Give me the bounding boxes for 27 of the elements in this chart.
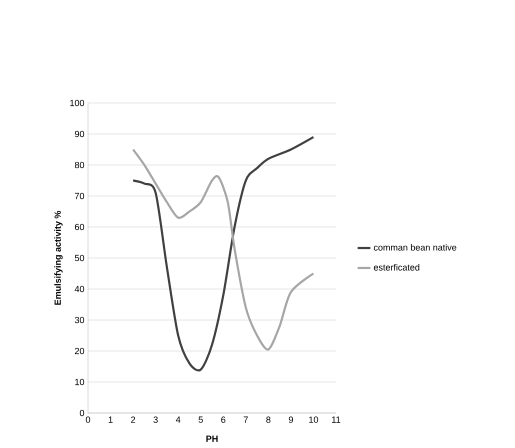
- x-tick-label: 0: [86, 416, 90, 423]
- x-tick-label: 3: [153, 416, 158, 423]
- y-axis-title: Emulsifying activity %: [54, 210, 63, 305]
- legend-label: comman bean native: [374, 244, 456, 251]
- x-tick-label: 7: [244, 416, 248, 423]
- y-tick-label: 90: [74, 130, 84, 138]
- y-tick-label: 20: [74, 348, 84, 354]
- y-tick-label: 70: [74, 192, 84, 200]
- x-tick-label: 6: [221, 416, 226, 423]
- y-tick-label: 60: [74, 224, 84, 230]
- y-tick-label: 40: [74, 286, 84, 292]
- x-tick-label: 4: [176, 416, 180, 423]
- legend-label: esterficated: [374, 264, 420, 271]
- x-tick-label: 11: [332, 416, 340, 423]
- y-tick-label: 80: [74, 162, 84, 168]
- x-tick-label: 9: [288, 416, 293, 423]
- x-tick-label: 5: [198, 416, 203, 423]
- x-tick-label: 10: [309, 416, 318, 423]
- x-tick-label: 2: [131, 416, 136, 423]
- y-tick-label: 50: [74, 254, 84, 262]
- x-tick-label: 8: [266, 416, 270, 423]
- y-tick-label: 100: [70, 100, 84, 106]
- y-tick-label: 10: [75, 378, 84, 386]
- y-tick-label: 30: [74, 316, 84, 324]
- x-tick-label: 1: [108, 416, 113, 423]
- x-axis-title: PH: [206, 436, 218, 442]
- y-tick-label: 0: [80, 410, 84, 416]
